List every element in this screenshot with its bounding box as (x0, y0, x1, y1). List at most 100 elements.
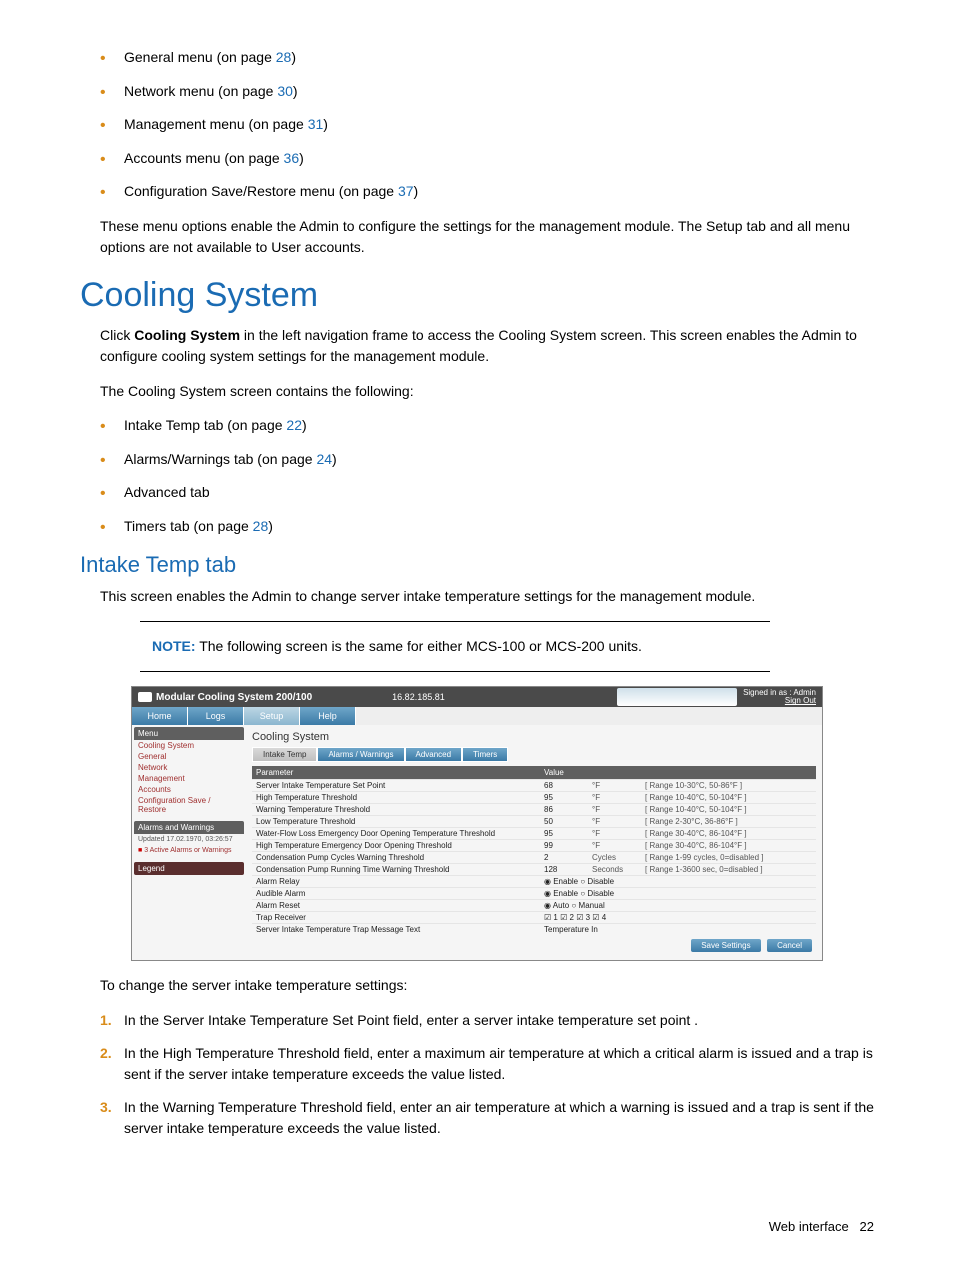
menu-network[interactable]: Network (134, 762, 244, 773)
menu-accounts[interactable]: Accounts (134, 784, 244, 795)
list-item: General menu (on page 28) (100, 48, 874, 68)
alarms-active[interactable]: 3 Active Alarms or Warnings (134, 845, 244, 856)
th-parameter: Parameter (252, 766, 540, 780)
chk-1[interactable] (544, 913, 553, 922)
signin-status: Signed in as : Admin (743, 688, 816, 697)
table-row: Condensation Pump Running Time Warning T… (252, 864, 816, 876)
menu-cooling[interactable]: Cooling System (134, 740, 244, 751)
hp-logo-icon (138, 692, 152, 702)
mock-title: Modular Cooling System 200/100 (156, 692, 312, 703)
intro-paragraph: These menu options enable the Admin to c… (80, 216, 874, 258)
page-link[interactable]: 30 (277, 83, 293, 99)
radio-manual[interactable] (571, 901, 578, 910)
page-link[interactable]: 22 (286, 417, 302, 433)
chk-3[interactable] (576, 913, 585, 922)
tab-help[interactable]: Help (300, 707, 356, 725)
note-rule-top (140, 621, 770, 622)
content-title: Cooling System (252, 731, 816, 743)
mock-banner-art (617, 688, 737, 706)
item-text-post: ) (268, 518, 273, 534)
tab-logs[interactable]: Logs (188, 707, 244, 725)
item-text: Configuration Save/Restore menu (on page (124, 183, 398, 199)
item-text: Network menu (on page (124, 83, 277, 99)
item-text-post: ) (332, 451, 337, 467)
mock-sidebar: Menu Cooling System General Network Mana… (132, 725, 246, 960)
mock-ip: 16.82.185.81 (392, 692, 445, 702)
mock-signin: Signed in as : Admin Sign Out (743, 689, 816, 707)
page-link[interactable]: 31 (308, 116, 324, 132)
subtab-intake[interactable]: Intake Temp (252, 747, 317, 762)
menu-management[interactable]: Management (134, 773, 244, 784)
trap-message-input[interactable]: Temperature In (540, 924, 816, 936)
item-text: Advanced tab (124, 484, 210, 500)
table-row: Condensation Pump Cycles Warning Thresho… (252, 852, 816, 864)
item-text: Alarms/Warnings tab (on page (124, 451, 316, 467)
page-link[interactable]: 28 (253, 518, 269, 534)
page-link[interactable]: 36 (284, 150, 300, 166)
text-pre: Click (100, 327, 134, 343)
table-row: Audible AlarmEnable Disable (252, 888, 816, 900)
list-item: Timers tab (on page 28) (100, 517, 874, 537)
mock-menu: Cooling System General Network Managemen… (134, 740, 244, 815)
alarms-updated: Updated 17.02.1970, 03:26:57 (134, 834, 244, 845)
signout-link[interactable]: Sign Out (785, 696, 816, 705)
item-text: General menu (on page (124, 49, 276, 65)
section-heading: Cooling System (80, 276, 874, 315)
mock-tabrow: Home Logs Setup Help (132, 707, 822, 725)
radio-enable[interactable] (544, 877, 553, 886)
note-block: NOTE: The following screen is the same f… (140, 630, 874, 663)
step-item: In the Server Intake Temperature Set Poi… (100, 1010, 874, 1031)
tab-setup[interactable]: Setup (244, 707, 300, 725)
item-text-post: ) (293, 83, 298, 99)
alarms-header: Alarms and Warnings (134, 821, 244, 834)
intake-paragraph: This screen enables the Admin to change … (80, 586, 874, 607)
th-value: Value (540, 766, 816, 780)
item-text: Intake Temp tab (on page (124, 417, 286, 433)
footer-page: 22 (860, 1219, 874, 1234)
list-item: Network menu (on page 30) (100, 82, 874, 102)
list-item: Alarms/Warnings tab (on page 24) (100, 450, 874, 470)
list-item: Configuration Save/Restore menu (on page… (100, 182, 874, 202)
mock-alarms-panel: Alarms and Warnings Updated 17.02.1970, … (134, 821, 244, 856)
table-row: Alarm ResetAuto Manual (252, 900, 816, 912)
radio-auto[interactable] (544, 901, 553, 910)
table-row: Server Intake Temperature Set Point68°F[… (252, 780, 816, 792)
table-row: Water-Flow Loss Emergency Door Opening T… (252, 828, 816, 840)
subtab-timers[interactable]: Timers (462, 747, 508, 762)
steps-list: In the Server Intake Temperature Set Poi… (80, 1010, 874, 1139)
item-text-post: ) (323, 116, 328, 132)
cooling-system-list: Intake Temp tab (on page 22) Alarms/Warn… (80, 416, 874, 536)
chk-4[interactable] (592, 913, 601, 922)
menu-config[interactable]: Configuration Save / Restore (134, 795, 244, 815)
menu-general[interactable]: General (134, 751, 244, 762)
note-text: The following screen is the same for eit… (196, 638, 642, 654)
cancel-button[interactable]: Cancel (767, 939, 812, 952)
table-row: Warning Temperature Threshold86°F[ Range… (252, 804, 816, 816)
list-item: Accounts menu (on page 36) (100, 149, 874, 169)
mock-subtabs: Intake Temp Alarms / Warnings Advanced T… (252, 747, 816, 762)
page-link[interactable]: 28 (276, 49, 292, 65)
text-bold: Cooling System (134, 327, 240, 343)
subtab-alarms[interactable]: Alarms / Warnings (317, 747, 404, 762)
table-row: Low Temperature Threshold50°F[ Range 2-3… (252, 816, 816, 828)
subtab-advanced[interactable]: Advanced (405, 747, 463, 762)
table-row: Alarm RelayEnable Disable (252, 876, 816, 888)
cooling-system-para2: The Cooling System screen contains the f… (80, 381, 874, 402)
chk-2[interactable] (560, 913, 569, 922)
mock-topbar: Modular Cooling System 200/100 16.82.185… (132, 687, 822, 707)
steps-intro: To change the server intake temperature … (80, 975, 874, 996)
item-text-post: ) (414, 183, 419, 199)
screenshot-mock: Modular Cooling System 200/100 16.82.185… (131, 686, 823, 961)
item-text-post: ) (291, 49, 296, 65)
list-item: Advanced tab (100, 483, 874, 503)
note-rule-bottom (140, 671, 770, 672)
page-footer: Web interface 22 (80, 1219, 874, 1234)
save-settings-button[interactable]: Save Settings (691, 939, 760, 952)
legend-header: Legend (134, 862, 244, 875)
footer-label: Web interface (769, 1219, 849, 1234)
tab-home[interactable]: Home (132, 707, 188, 725)
step-item: In the High Temperature Threshold field,… (100, 1043, 874, 1085)
radio-enable[interactable] (544, 889, 553, 898)
page-link[interactable]: 24 (316, 451, 332, 467)
page-link[interactable]: 37 (398, 183, 414, 199)
